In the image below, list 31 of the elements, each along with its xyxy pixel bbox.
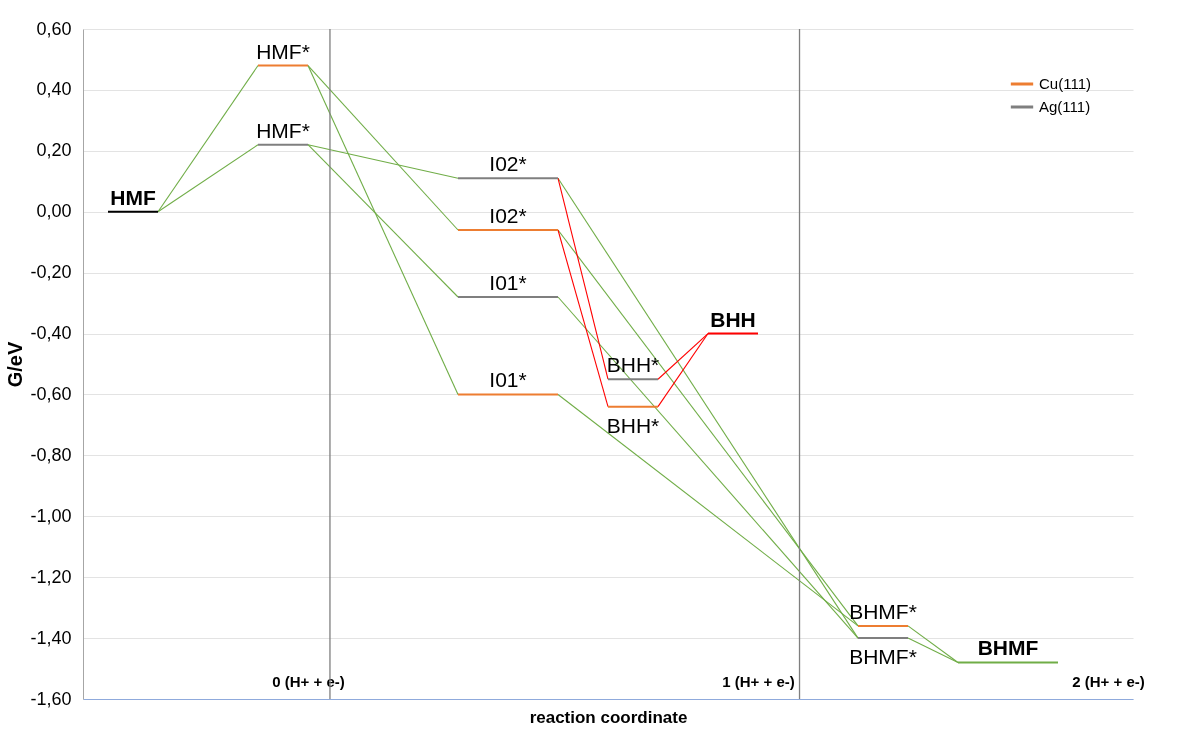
data-label: BHH*: [606, 413, 660, 437]
y-tick-label: -1,00: [30, 505, 72, 526]
x-tick-label: 1 (H+ + e-): [722, 672, 795, 690]
data-label: HMF*: [256, 39, 310, 63]
y-tick-label: -0,40: [30, 323, 72, 344]
y-tick-label: -1,60: [30, 688, 72, 709]
y-tick-label: 0,40: [36, 79, 72, 100]
y-tick-label: 0,00: [36, 201, 72, 222]
y-tick-label: -0,20: [30, 262, 72, 283]
series-label: HMF: [110, 185, 156, 209]
y-tick-label: 0,20: [36, 140, 72, 161]
y-tick-label: -0,80: [30, 444, 72, 465]
data-label: I02*: [489, 204, 527, 227]
data-label: HMF*: [256, 118, 310, 142]
series-label: BHMF: [977, 636, 1039, 660]
data-label: I01*: [489, 271, 527, 294]
data-label: I02*: [489, 152, 527, 176]
data-label: I01*: [489, 368, 527, 392]
y-tick-label: -0,60: [30, 383, 72, 404]
legend-label: Cu(111): [1039, 75, 1091, 92]
series-label: BHH: [710, 307, 756, 331]
legend-label: Ag(111): [1039, 98, 1091, 115]
y-tick-label: -1,40: [30, 627, 72, 648]
x-axis-title: reaction coordinate: [529, 707, 688, 727]
y-tick-label: 0,60: [36, 18, 72, 39]
x-tick-label: 2 (H+ + e-): [1072, 672, 1145, 690]
y-tick-label: -1,20: [30, 566, 72, 587]
data-label: BHMF*: [849, 645, 917, 669]
data-label: BHMF*: [849, 599, 917, 623]
y-axis-title: G/eV: [4, 341, 27, 388]
x-tick-label: 0 (H+ + e-): [272, 672, 345, 690]
